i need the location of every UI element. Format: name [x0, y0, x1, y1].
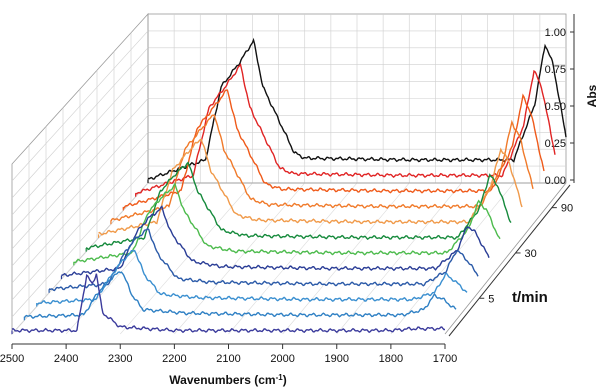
series-line-6 [73, 182, 501, 264]
series-line-11 [135, 63, 556, 195]
x-tick-label: 2500 [0, 353, 24, 365]
x-tick-label: 2300 [108, 353, 132, 365]
series-line-12 [147, 37, 567, 180]
series-line-1 [11, 273, 445, 334]
x-tick-label: 2400 [54, 353, 78, 365]
floor-right-edge [444, 182, 567, 335]
floor-grid-line [120, 182, 253, 335]
floor-grid-line [174, 182, 305, 335]
x-tick-label: 1900 [325, 353, 349, 365]
y-tick-label: 1.00 [545, 27, 566, 39]
series-line-4 [48, 227, 479, 292]
x-tick-label: 2100 [216, 353, 240, 365]
y-tick-label: 0.75 [545, 64, 566, 76]
chart-grid [11, 12, 567, 336]
series-line-9 [110, 114, 534, 222]
x-tick-label: 2000 [270, 353, 294, 365]
x-tick-label: 2200 [162, 353, 186, 365]
floor-grid-line [11, 182, 149, 335]
series-line-2 [23, 271, 457, 319]
chart-axes [11, 14, 575, 349]
x-tick-label: 1700 [433, 353, 457, 365]
z-tick-label: 90 [561, 203, 573, 215]
series-line-7 [85, 161, 512, 251]
floor-grid-line [228, 182, 358, 335]
floor-grid-line [336, 182, 462, 335]
series-line-8 [98, 138, 523, 236]
x-tick-label: 1800 [379, 353, 403, 365]
x-axis-title: Wavenumbers (cm-1) [169, 373, 286, 387]
z-tick-label: 30 [525, 248, 537, 260]
y-tick-label: 0.00 [545, 175, 566, 187]
z-axis-title: t/min [512, 289, 548, 306]
chart-series [11, 37, 567, 334]
y-axis-title: Abs [585, 84, 599, 107]
series-line-3 [36, 249, 468, 306]
y-tick-label: 0.25 [545, 138, 566, 150]
chart-labels: 2500 2400 2300 2200 2100 2000 1900 1800 1700 Wave… [0, 27, 599, 387]
z-tick-label: 5 [488, 293, 494, 305]
y-tick-label: 0.50 [545, 101, 566, 113]
z-axis-line [448, 184, 571, 337]
